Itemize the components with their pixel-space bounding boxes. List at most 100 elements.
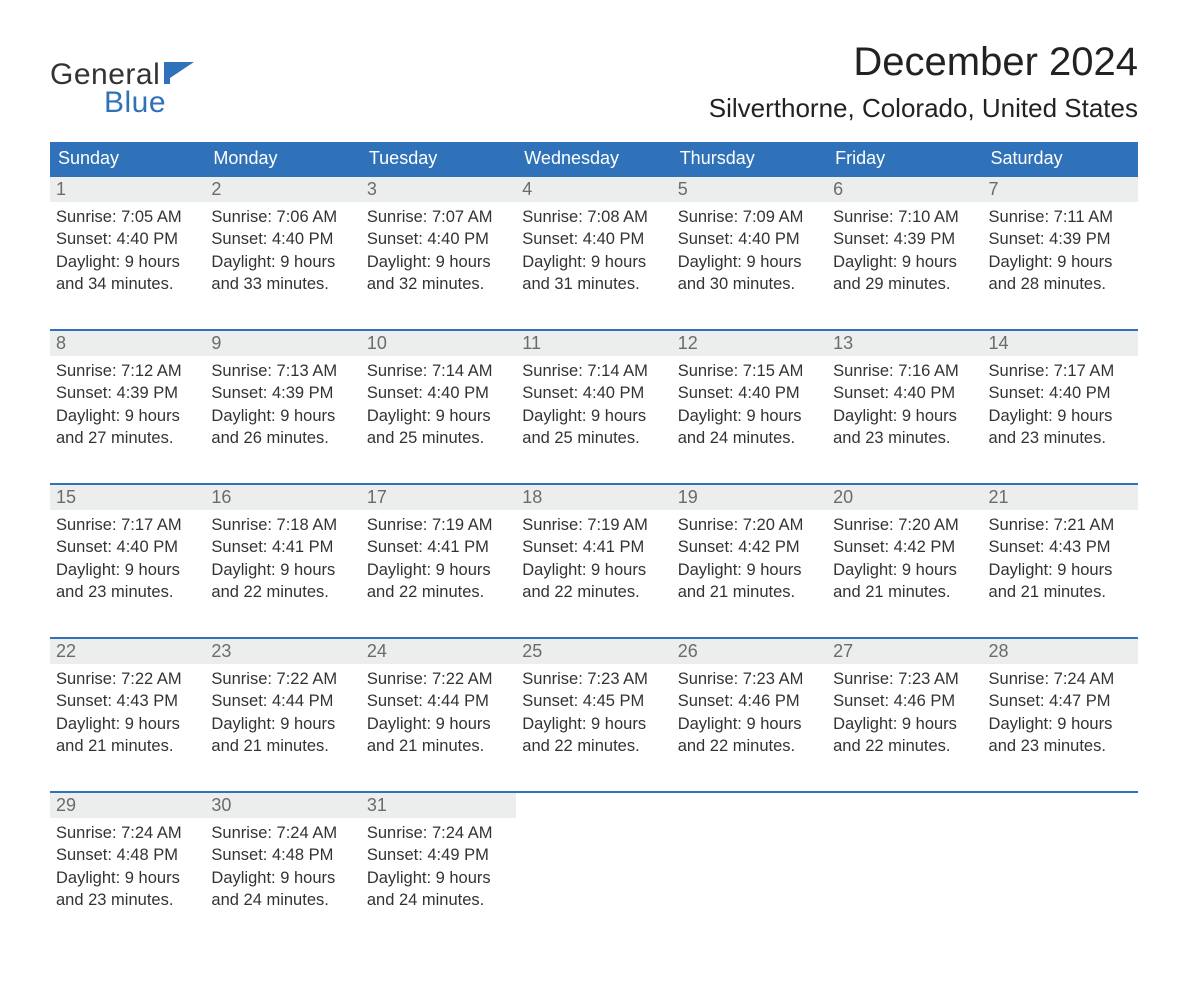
month-title: December 2024 xyxy=(709,40,1138,85)
day-sr: Sunrise: 7:22 AM xyxy=(211,668,354,690)
day-ss: Sunset: 4:40 PM xyxy=(678,228,821,250)
empty-day-number xyxy=(672,792,827,818)
day-cell: Sunrise: 7:17 AMSunset: 4:40 PMDaylight:… xyxy=(50,510,205,638)
day-number: 21 xyxy=(983,484,1138,510)
week-daynum-row: 891011121314 xyxy=(50,330,1138,356)
day-d1: Daylight: 9 hours xyxy=(367,251,510,273)
day-sr: Sunrise: 7:13 AM xyxy=(211,360,354,382)
day-d2: and 24 minutes. xyxy=(367,889,510,911)
day-header-row: Sunday Monday Tuesday Wednesday Thursday… xyxy=(50,142,1138,176)
day-number: 14 xyxy=(983,330,1138,356)
brand-logo: General Blue xyxy=(50,58,194,120)
day-ss: Sunset: 4:40 PM xyxy=(367,228,510,250)
day-ss: Sunset: 4:39 PM xyxy=(833,228,976,250)
day-ss: Sunset: 4:43 PM xyxy=(56,690,199,712)
day-header: Thursday xyxy=(672,142,827,176)
day-cell: Sunrise: 7:11 AMSunset: 4:39 PMDaylight:… xyxy=(983,202,1138,330)
day-number: 16 xyxy=(205,484,360,510)
day-ss: Sunset: 4:45 PM xyxy=(522,690,665,712)
empty-day-cell xyxy=(516,818,671,946)
day-number: 3 xyxy=(361,176,516,202)
day-number: 1 xyxy=(50,176,205,202)
day-d2: and 24 minutes. xyxy=(211,889,354,911)
day-number: 19 xyxy=(672,484,827,510)
day-d1: Daylight: 9 hours xyxy=(211,559,354,581)
day-number: 12 xyxy=(672,330,827,356)
day-d1: Daylight: 9 hours xyxy=(833,251,976,273)
day-ss: Sunset: 4:40 PM xyxy=(522,382,665,404)
day-cell: Sunrise: 7:05 AMSunset: 4:40 PMDaylight:… xyxy=(50,202,205,330)
day-sr: Sunrise: 7:15 AM xyxy=(678,360,821,382)
page-header: General Blue December 2024 Silverthorne,… xyxy=(50,40,1138,124)
week-daynum-row: 293031 xyxy=(50,792,1138,818)
day-sr: Sunrise: 7:18 AM xyxy=(211,514,354,536)
day-sr: Sunrise: 7:07 AM xyxy=(367,206,510,228)
day-number: 6 xyxy=(827,176,982,202)
day-number: 2 xyxy=(205,176,360,202)
day-header: Monday xyxy=(205,142,360,176)
day-cell: Sunrise: 7:22 AMSunset: 4:43 PMDaylight:… xyxy=(50,664,205,792)
day-header: Friday xyxy=(827,142,982,176)
day-sr: Sunrise: 7:20 AM xyxy=(833,514,976,536)
day-ss: Sunset: 4:49 PM xyxy=(367,844,510,866)
empty-day-number xyxy=(983,792,1138,818)
day-d2: and 29 minutes. xyxy=(833,273,976,295)
day-sr: Sunrise: 7:22 AM xyxy=(56,668,199,690)
day-ss: Sunset: 4:39 PM xyxy=(56,382,199,404)
day-sr: Sunrise: 7:22 AM xyxy=(367,668,510,690)
day-cell: Sunrise: 7:14 AMSunset: 4:40 PMDaylight:… xyxy=(516,356,671,484)
day-d1: Daylight: 9 hours xyxy=(56,713,199,735)
day-cell: Sunrise: 7:14 AMSunset: 4:40 PMDaylight:… xyxy=(361,356,516,484)
day-d1: Daylight: 9 hours xyxy=(833,713,976,735)
day-number: 26 xyxy=(672,638,827,664)
day-sr: Sunrise: 7:20 AM xyxy=(678,514,821,536)
day-d1: Daylight: 9 hours xyxy=(367,713,510,735)
day-cell: Sunrise: 7:23 AMSunset: 4:46 PMDaylight:… xyxy=(672,664,827,792)
day-d1: Daylight: 9 hours xyxy=(56,559,199,581)
day-ss: Sunset: 4:42 PM xyxy=(833,536,976,558)
day-number: 27 xyxy=(827,638,982,664)
day-d2: and 23 minutes. xyxy=(833,427,976,449)
day-sr: Sunrise: 7:12 AM xyxy=(56,360,199,382)
day-number: 22 xyxy=(50,638,205,664)
day-number: 20 xyxy=(827,484,982,510)
day-sr: Sunrise: 7:24 AM xyxy=(211,822,354,844)
day-ss: Sunset: 4:40 PM xyxy=(56,228,199,250)
day-d2: and 23 minutes. xyxy=(56,889,199,911)
day-d2: and 25 minutes. xyxy=(367,427,510,449)
empty-day-cell xyxy=(827,818,982,946)
day-d1: Daylight: 9 hours xyxy=(989,251,1132,273)
day-cell: Sunrise: 7:22 AMSunset: 4:44 PMDaylight:… xyxy=(361,664,516,792)
day-cell: Sunrise: 7:24 AMSunset: 4:48 PMDaylight:… xyxy=(50,818,205,946)
day-sr: Sunrise: 7:09 AM xyxy=(678,206,821,228)
empty-day-cell xyxy=(983,818,1138,946)
day-d2: and 22 minutes. xyxy=(211,581,354,603)
day-number: 5 xyxy=(672,176,827,202)
day-ss: Sunset: 4:46 PM xyxy=(678,690,821,712)
day-d1: Daylight: 9 hours xyxy=(833,559,976,581)
day-number: 23 xyxy=(205,638,360,664)
day-d2: and 21 minutes. xyxy=(367,735,510,757)
day-number: 29 xyxy=(50,792,205,818)
day-d1: Daylight: 9 hours xyxy=(678,251,821,273)
day-ss: Sunset: 4:41 PM xyxy=(211,536,354,558)
day-sr: Sunrise: 7:17 AM xyxy=(56,514,199,536)
day-d2: and 30 minutes. xyxy=(678,273,821,295)
brand-word2: Blue xyxy=(104,86,194,120)
day-number: 18 xyxy=(516,484,671,510)
day-ss: Sunset: 4:40 PM xyxy=(522,228,665,250)
flag-icon xyxy=(164,62,194,89)
week-daynum-row: 22232425262728 xyxy=(50,638,1138,664)
day-d1: Daylight: 9 hours xyxy=(989,559,1132,581)
day-d1: Daylight: 9 hours xyxy=(833,405,976,427)
day-number: 9 xyxy=(205,330,360,356)
week-content-row: Sunrise: 7:22 AMSunset: 4:43 PMDaylight:… xyxy=(50,664,1138,792)
day-cell: Sunrise: 7:13 AMSunset: 4:39 PMDaylight:… xyxy=(205,356,360,484)
day-d2: and 28 minutes. xyxy=(989,273,1132,295)
day-cell: Sunrise: 7:22 AMSunset: 4:44 PMDaylight:… xyxy=(205,664,360,792)
day-cell: Sunrise: 7:16 AMSunset: 4:40 PMDaylight:… xyxy=(827,356,982,484)
day-number: 15 xyxy=(50,484,205,510)
day-cell: Sunrise: 7:07 AMSunset: 4:40 PMDaylight:… xyxy=(361,202,516,330)
day-cell: Sunrise: 7:20 AMSunset: 4:42 PMDaylight:… xyxy=(672,510,827,638)
day-cell: Sunrise: 7:15 AMSunset: 4:40 PMDaylight:… xyxy=(672,356,827,484)
